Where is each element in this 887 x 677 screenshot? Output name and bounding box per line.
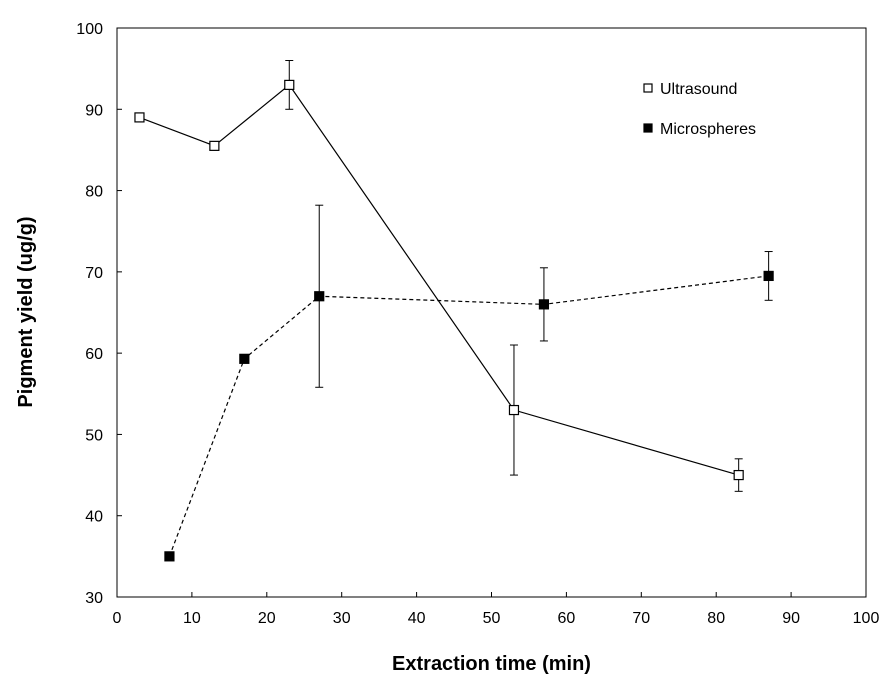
legend-label: Ultrasound xyxy=(660,81,737,98)
data-point xyxy=(165,552,174,561)
y-tick-label: 80 xyxy=(85,184,103,201)
x-tick-label: 50 xyxy=(483,610,501,627)
legend-marker xyxy=(644,124,652,132)
data-point xyxy=(210,141,219,150)
y-tick-label: 40 xyxy=(85,509,103,526)
data-point xyxy=(734,471,743,480)
legend: Ultrasound Microspheres xyxy=(644,81,756,138)
x-tick-label: 30 xyxy=(333,610,351,627)
data-point xyxy=(240,354,249,363)
ticks-layer: 0 10 20 30 40 50 60 70 80 90 100 30 40 50 60 70 80 90 100 xyxy=(76,21,879,627)
x-tick-label: 100 xyxy=(853,610,880,627)
legend-label: Microspheres xyxy=(660,121,756,138)
data-point xyxy=(315,292,324,301)
x-tick-label: 0 xyxy=(113,610,122,627)
y-tick-label: 60 xyxy=(85,346,103,363)
series-line-0 xyxy=(139,85,738,475)
x-tick-label: 60 xyxy=(558,610,576,627)
data-point xyxy=(285,80,294,89)
data-point xyxy=(509,406,518,415)
data-point xyxy=(764,271,773,280)
x-tick-label: 20 xyxy=(258,610,276,627)
y-tick-label: 50 xyxy=(85,427,103,444)
x-tick-label: 70 xyxy=(632,610,650,627)
y-tick-label: 70 xyxy=(85,265,103,282)
x-tick-label: 10 xyxy=(183,610,201,627)
x-tick-label: 40 xyxy=(408,610,426,627)
y-tick-label: 90 xyxy=(85,102,103,119)
series-line-1 xyxy=(169,276,768,556)
x-tick-label: 80 xyxy=(707,610,725,627)
legend-marker xyxy=(644,84,652,92)
x-tick-label: 90 xyxy=(782,610,800,627)
y-tick-label: 30 xyxy=(85,590,103,607)
y-axis-title: Pigment yield (ug/g) xyxy=(15,216,37,407)
data-point xyxy=(135,113,144,122)
data-point xyxy=(539,300,548,309)
x-axis-title: Extraction time (min) xyxy=(392,653,591,675)
y-tick-label: 100 xyxy=(76,21,103,38)
plot-frame xyxy=(117,28,866,597)
